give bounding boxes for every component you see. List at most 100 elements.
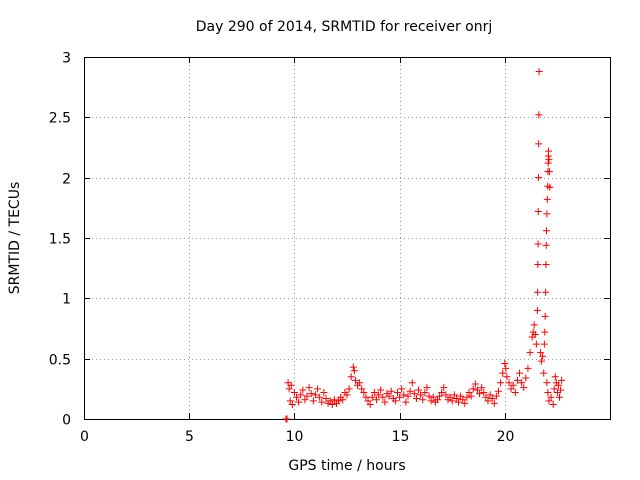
data-point: [328, 401, 336, 409]
data-point: [544, 388, 552, 396]
data-point: [531, 331, 539, 339]
data-point: [293, 393, 301, 401]
data-point: [448, 397, 456, 405]
data-point: [513, 376, 521, 384]
x-tick-label: 5: [185, 429, 194, 445]
data-point: [406, 387, 414, 395]
data-point: [541, 328, 549, 336]
data-point: [490, 399, 498, 407]
data-point: [545, 156, 553, 164]
data-point: [507, 385, 515, 393]
data-point: [283, 415, 291, 423]
data-point: [537, 349, 545, 357]
data-point: [417, 391, 425, 399]
data-point: [509, 381, 517, 389]
data-point: [557, 386, 565, 394]
data-point: [484, 397, 492, 405]
data-point: [410, 390, 418, 398]
data-point: [412, 394, 420, 402]
data-point: [535, 67, 543, 75]
data-point: [480, 388, 488, 396]
x-tick-label: 0: [80, 429, 89, 445]
data-point: [351, 376, 359, 384]
data-point: [550, 385, 558, 393]
data-point: [554, 381, 562, 389]
data-point: [499, 369, 507, 377]
data-point: [299, 386, 307, 394]
data-point: [446, 393, 454, 401]
data-point: [393, 388, 401, 396]
data-point: [297, 391, 305, 399]
data-point: [547, 393, 555, 401]
y-tick-label: 3: [62, 51, 71, 67]
data-point: [544, 159, 552, 167]
data-point: [295, 398, 303, 406]
data-point: [518, 379, 526, 387]
data-point: [381, 398, 389, 406]
data-point: [461, 399, 469, 407]
data-point: [467, 392, 475, 400]
data-point: [419, 396, 427, 404]
data-point: [549, 401, 557, 409]
data-point: [459, 396, 467, 404]
data-point: [307, 390, 315, 398]
data-point: [362, 393, 370, 401]
y-tick-label: 1.5: [49, 232, 71, 248]
data-point: [429, 393, 437, 401]
data-point: [400, 391, 408, 399]
y-tick-label: 0: [62, 413, 71, 429]
data-point: [322, 394, 330, 402]
data-point: [396, 393, 404, 401]
data-point: [535, 111, 543, 119]
data-point: [457, 392, 465, 400]
data-point: [366, 401, 374, 409]
data-point: [530, 321, 538, 329]
y-tick-label: 0.5: [49, 353, 71, 369]
data-point: [534, 288, 542, 296]
x-tick-label: 10: [286, 429, 304, 445]
data-point: [534, 240, 542, 248]
data-point: [301, 396, 309, 404]
data-point: [450, 391, 458, 399]
data-point: [285, 385, 293, 393]
data-point: [379, 393, 387, 401]
data-point: [494, 387, 502, 395]
data-point: [427, 397, 435, 405]
data-point: [398, 385, 406, 393]
data-point: [387, 387, 395, 395]
data-point: [423, 384, 431, 392]
data-point: [326, 397, 334, 405]
data-point: [502, 364, 510, 372]
data-point: [465, 388, 473, 396]
data-point: [286, 397, 294, 405]
data-point: [343, 391, 351, 399]
data-point: [375, 391, 383, 399]
data-point: [482, 393, 490, 401]
data-point: [287, 381, 295, 389]
data-point: [542, 288, 550, 296]
data-point: [520, 384, 528, 392]
data-point: [368, 393, 376, 401]
data-point: [320, 388, 328, 396]
data-point: [311, 391, 319, 399]
plot-area-frame: [84, 57, 611, 420]
data-point: [539, 352, 547, 360]
data-point: [538, 357, 546, 365]
data-point: [545, 397, 553, 405]
data-point: [314, 385, 322, 393]
data-point: [545, 168, 553, 176]
data-point: [535, 140, 543, 148]
data-point: [316, 393, 324, 401]
data-point: [524, 364, 532, 372]
data-point: [370, 388, 378, 396]
data-point: [404, 392, 412, 400]
data-point: [471, 380, 479, 388]
data-point: [455, 398, 463, 406]
grid: [84, 57, 610, 419]
data-point: [534, 207, 542, 215]
data-point: [440, 384, 448, 392]
data-point: [364, 397, 372, 405]
x-tick-label: 15: [392, 429, 410, 445]
data-point: [505, 379, 513, 387]
